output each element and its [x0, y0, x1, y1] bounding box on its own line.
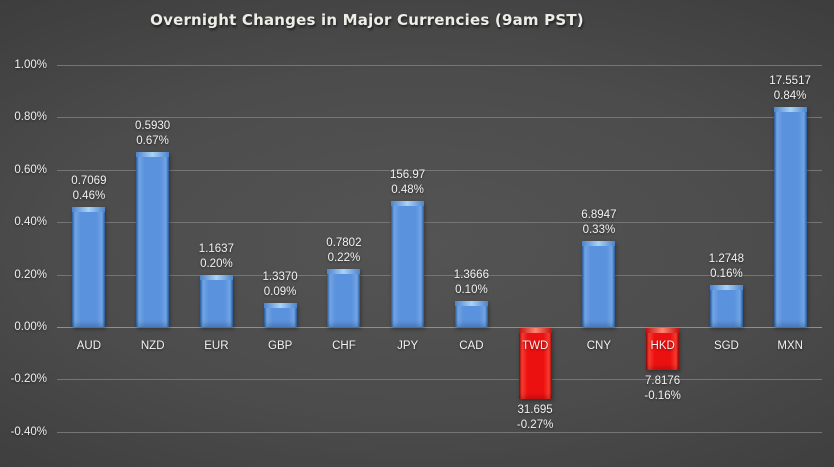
category-label-eur: EUR [204, 340, 229, 352]
bar-value-label: 0.5930 0.67% [108, 119, 198, 149]
category-label-gbp: GBP [268, 340, 293, 352]
category-label-hkd: HKD [650, 340, 675, 352]
rate-value: 0.5930 [135, 119, 171, 132]
pct-change-value: 0.22% [327, 252, 361, 265]
rate-value: 0.7069 [71, 174, 107, 187]
bar-aud [72, 206, 106, 327]
bar-value-label: 1.3666 0.10% [426, 268, 516, 298]
bar-value-label: 0.7069 0.46% [44, 174, 134, 204]
category-label-jpy: JPY [397, 340, 419, 352]
gridline [57, 222, 822, 224]
pct-change-value: 0.67% [136, 134, 169, 147]
bar-nzd [136, 151, 170, 327]
gridline [57, 379, 822, 381]
bar-value-label: 1.1637 0.20% [171, 242, 261, 272]
bar-cny [582, 240, 616, 327]
category-label-twd: TWD [522, 340, 549, 352]
rate-value: 1.1637 [198, 242, 234, 255]
bar-value-label: 1.3370 0.09% [235, 270, 325, 300]
category-label-sgd: SGD [713, 340, 739, 352]
rate-value: 1.2748 [708, 253, 744, 266]
gridline [57, 117, 822, 119]
gridline [57, 431, 822, 433]
pct-change-value: 0.20% [200, 257, 233, 270]
bar-value-label: 31.695 -0.27% [490, 403, 580, 433]
pct-change-value: -0.16% [644, 389, 681, 402]
bar-hkd [646, 328, 680, 370]
bar-value-label: 6.8947 0.33% [554, 208, 644, 238]
y-axis-tick-label: 0.40% [14, 216, 47, 229]
rate-value: 1.3370 [262, 271, 298, 284]
chart-title: Overnight Changes in Major Currencies (9… [150, 11, 584, 29]
category-label-mxn: MXN [777, 340, 803, 352]
gridline [57, 65, 822, 66]
rate-value: 31.695 [517, 403, 553, 416]
bar-jpy [391, 201, 425, 327]
pct-change-value: 0.09% [263, 286, 297, 299]
bar-value-label: 1.2748 0.16% [681, 252, 771, 282]
gridline [57, 169, 822, 171]
y-axis-tick-label: 0.60% [14, 163, 47, 176]
y-axis-tick-label: -0.20% [10, 373, 47, 386]
bar-mxn [773, 106, 807, 327]
y-axis-tick-label: -0.40% [10, 425, 47, 438]
pct-change-value: 0.48% [391, 184, 424, 197]
pct-change-value: 0.84% [773, 89, 807, 102]
bar-sgd [709, 285, 743, 327]
bar-twd [518, 328, 552, 399]
bar-value-label: 0.7802 0.22% [299, 236, 389, 266]
rate-value: 156.97 [390, 169, 426, 182]
category-label-cny: CNY [586, 340, 612, 352]
category-label-nzd: NZD [140, 340, 165, 352]
rate-value: 1.3666 [453, 268, 489, 281]
category-label-aud: AUD [76, 340, 102, 352]
pct-change-value: 0.46% [72, 189, 106, 202]
bar-eur [199, 274, 233, 327]
rate-value: 17.5517 [769, 74, 811, 87]
bar-cad [454, 300, 488, 327]
rate-value: 7.8176 [645, 374, 681, 387]
category-label-cad: CAD [459, 340, 484, 352]
bar-value-label: 17.5517 0.84% [745, 74, 834, 104]
y-axis-tick-label: 1.00% [14, 59, 47, 71]
y-axis-tick-label: 0.00% [14, 321, 47, 333]
pct-change-value: 0.16% [710, 268, 743, 281]
pct-change-value: 0.10% [455, 283, 488, 296]
bar-chf [327, 269, 361, 327]
gridline [57, 274, 822, 276]
y-axis-tick-label: 0.80% [14, 111, 47, 124]
pct-change-value: 0.33% [582, 223, 616, 236]
pct-change-value: -0.27% [516, 418, 554, 431]
rate-value: 6.8947 [581, 208, 617, 221]
bar-value-label: 156.97 0.48% [363, 168, 453, 198]
y-axis-tick-label: 0.20% [14, 268, 47, 281]
category-label-chf: CHF [332, 340, 356, 352]
x-axis-line [57, 327, 822, 328]
bar-gbp [263, 303, 297, 327]
rate-value: 0.7802 [326, 237, 362, 250]
bar-value-label: 7.8176 -0.16% [618, 374, 708, 404]
